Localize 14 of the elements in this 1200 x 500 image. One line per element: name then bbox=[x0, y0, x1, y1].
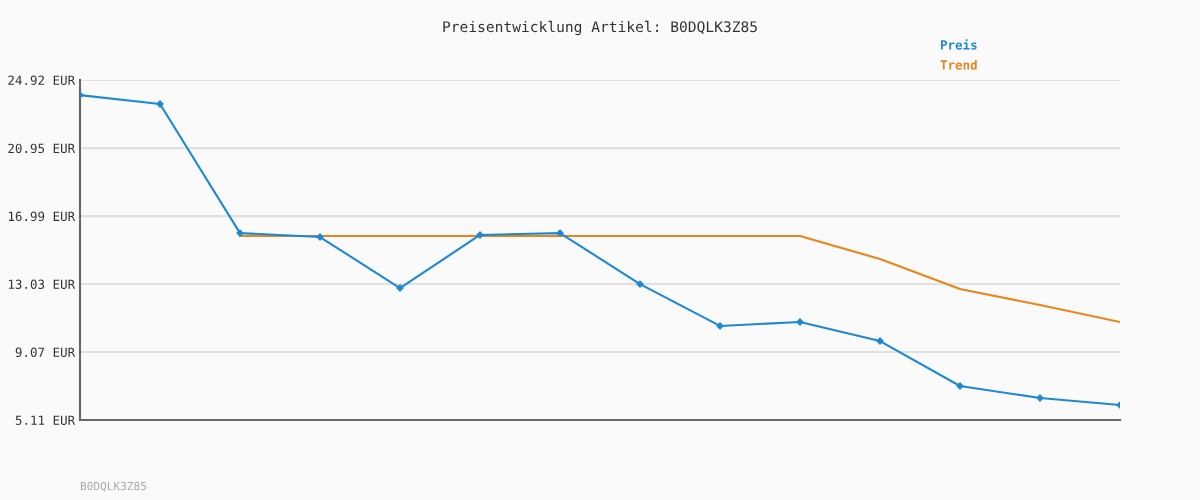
y-tick-label: 16.99 EUR bbox=[8, 211, 76, 222]
text: Preis bbox=[940, 39, 977, 50]
point bbox=[556, 229, 564, 237]
y-tick-label: 20.95 EUR bbox=[8, 143, 76, 154]
y-tick-label: 24.92 EUR bbox=[8, 75, 76, 85]
point bbox=[716, 322, 724, 330]
y-tick-label: 9.07 EUR bbox=[15, 347, 76, 357]
line-series bbox=[80, 91, 1120, 409]
chart-title: Preisentwicklung Artikel: B0DQLK3Z85 bbox=[443, 20, 757, 36]
y-tick-label: 13.03 EUR bbox=[8, 279, 76, 290]
text: B0DQLK3Z85 bbox=[80, 481, 147, 492]
y-tick-label: 5.11 EUR bbox=[15, 415, 76, 425]
text: Trend bbox=[940, 59, 977, 70]
point bbox=[236, 229, 244, 237]
